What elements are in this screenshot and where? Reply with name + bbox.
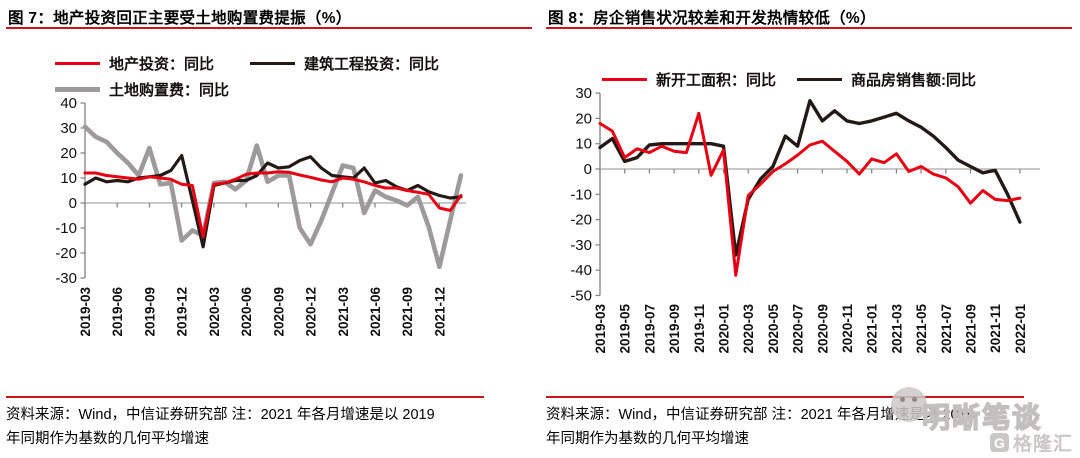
svg-text:2019-03: 2019-03 [78,287,93,337]
svg-text:2021-09: 2021-09 [964,304,979,354]
svg-text:-30: -30 [570,237,592,254]
footer-divider [6,396,484,398]
legend-item-construction-investment: 建筑工程投资：同比 [250,54,440,73]
svg-text:0: 0 [69,195,77,212]
svg-text:2019-03: 2019-03 [593,304,608,354]
figure8-title-underline [546,27,1072,29]
figure8-source-note: 资料来源：Wind，中信证券研究部 注：2021 年各月增速是以 2019 年同… [546,396,1024,451]
svg-text:-10: -10 [55,220,77,237]
svg-text:2021-01: 2021-01 [865,304,880,354]
svg-text:0: 0 [584,161,592,178]
legend-swatch-gray-line [55,86,100,92]
svg-text:30: 30 [60,120,77,137]
footer-divider [546,396,1024,398]
svg-text:-10: -10 [570,186,592,203]
svg-text:2020-09: 2020-09 [815,304,830,354]
svg-text:2019-07: 2019-07 [642,304,657,354]
svg-text:2021-12: 2021-12 [432,287,447,337]
legend-label: 地产投资：同比 [109,55,215,73]
legend-swatch-black-line [250,61,295,65]
figure8-panel: 图 8：房企销售状况较差和开发热情较低（%） 新开工面积：同比 商品房销售额:同… [540,0,1080,458]
svg-text:2021-03: 2021-03 [336,287,351,337]
svg-text:2021-03: 2021-03 [889,304,904,354]
figure7-title-underline [6,27,532,29]
svg-text:-30: -30 [55,270,77,287]
svg-text:2019-06: 2019-06 [110,287,125,337]
svg-text:2020-07: 2020-07 [791,304,806,354]
source-note-line2: 年同期作为基数的几何平均增速 [6,431,209,447]
svg-text:2019-12: 2019-12 [175,287,190,337]
svg-text:2020-11: 2020-11 [840,304,855,353]
svg-text:2021-06: 2021-06 [368,287,383,337]
legend-item-housing-sales-value: 商品房销售额:同比 [797,70,976,89]
legend-item-real-estate-investment: 地产投资：同比 [55,54,215,73]
svg-text:2020-12: 2020-12 [304,287,319,337]
svg-text:2022-01: 2022-01 [1013,304,1028,354]
svg-text:20: 20 [60,145,77,162]
svg-text:-50: -50 [570,288,592,305]
legend-label: 新开工面积：同比 [656,71,777,89]
source-note-line2: 年同期作为基数的几何平均增速 [546,431,749,447]
legend-item-land-purchase-fee: 土地购置费：同比 [55,80,230,99]
source-note-line1: 资料来源：Wind，中信证券研究部 注：2021 年各月增速是以 2019 [546,407,975,423]
svg-text:2021-09: 2021-09 [400,287,415,337]
legend-swatch-red-line [55,61,100,65]
svg-text:2019-09: 2019-09 [667,304,682,354]
svg-text:2019-05: 2019-05 [618,304,633,354]
legend-item-new-starts-area: 新开工面积：同比 [602,70,777,89]
svg-text:-20: -20 [570,212,592,229]
svg-text:2019-11: 2019-11 [692,304,707,353]
svg-text:10: 10 [575,136,592,153]
svg-text:2020-06: 2020-06 [239,287,254,337]
legend-swatch-black-line [797,77,842,81]
svg-text:2019-09: 2019-09 [142,287,157,337]
figure7-source-note: 资料来源：Wind，中信证券研究部 注：2021 年各月增速是以 2019 年同… [6,396,484,451]
legend-swatch-red-line [602,77,647,81]
svg-text:2021-05: 2021-05 [914,304,929,354]
svg-text:20: 20 [575,110,592,127]
svg-text:2020-05: 2020-05 [766,304,781,354]
figure8-title: 图 8：房企销售状况较差和开发热情较低（%） [548,10,876,27]
svg-text:2021-11: 2021-11 [988,304,1003,353]
svg-text:-20: -20 [55,245,77,262]
figure7-title: 图 7：地产投资回正主要受土地购置费提振（%） [8,10,352,27]
svg-text:10: 10 [60,170,77,187]
svg-text:40: 40 [60,95,77,112]
legend-label: 土地购置费：同比 [109,81,230,99]
legend-label: 商品房销售额:同比 [851,71,976,89]
legend-label: 建筑工程投资：同比 [304,55,440,73]
svg-text:2020-01: 2020-01 [717,304,732,354]
source-note-line1: 资料来源：Wind，中信证券研究部 注：2021 年各月增速是以 2019 [6,407,435,423]
svg-text:2020-09: 2020-09 [271,287,286,337]
svg-text:2021-07: 2021-07 [939,304,954,354]
svg-text:2020-03: 2020-03 [741,304,756,354]
svg-text:30: 30 [575,85,592,102]
svg-text:2020-03: 2020-03 [207,287,222,337]
svg-text:-40: -40 [570,262,592,279]
figure7-panel: 图 7：地产投资回正主要受土地购置费提振（%） 地产投资：同比 建筑工程投资：同… [6,10,532,451]
